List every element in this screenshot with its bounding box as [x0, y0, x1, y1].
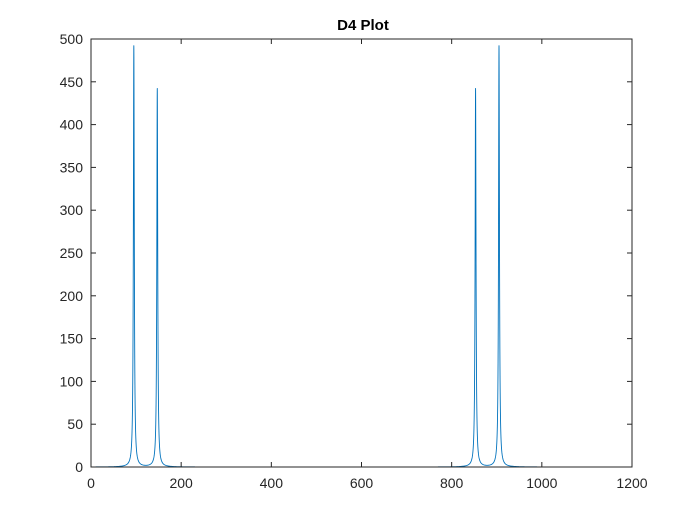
x-tick-label: 400: [260, 475, 284, 491]
x-tick-label: 200: [169, 475, 193, 491]
x-tick-label: 800: [440, 475, 464, 491]
y-tick-label: 50: [67, 416, 83, 432]
x-tick-label: 600: [350, 475, 374, 491]
y-tick-label: 350: [60, 159, 84, 175]
tick-label-layer: 0 200 400 600 800 1000 1200 0 50 100 150 200 250 300 3…: [60, 31, 648, 491]
y-tick-label: 150: [60, 331, 84, 347]
y-tick-label: 300: [60, 202, 84, 218]
x-tick-label: 1000: [526, 475, 557, 491]
chart-title: D4 Plot: [337, 17, 389, 34]
x-tick-label: 1200: [616, 475, 647, 491]
y-tick-label: 0: [75, 459, 83, 475]
y-tick-label: 250: [60, 245, 84, 261]
plot-area: [91, 39, 632, 467]
y-tick-label: 400: [60, 117, 84, 133]
x-tick-label: 0: [87, 475, 95, 491]
y-tick-label: 100: [60, 373, 84, 389]
y-tick-label: 200: [60, 288, 84, 304]
y-tick-label: 500: [60, 31, 84, 47]
axes-box: [90, 38, 633, 468]
y-tick-label: 450: [60, 74, 84, 90]
